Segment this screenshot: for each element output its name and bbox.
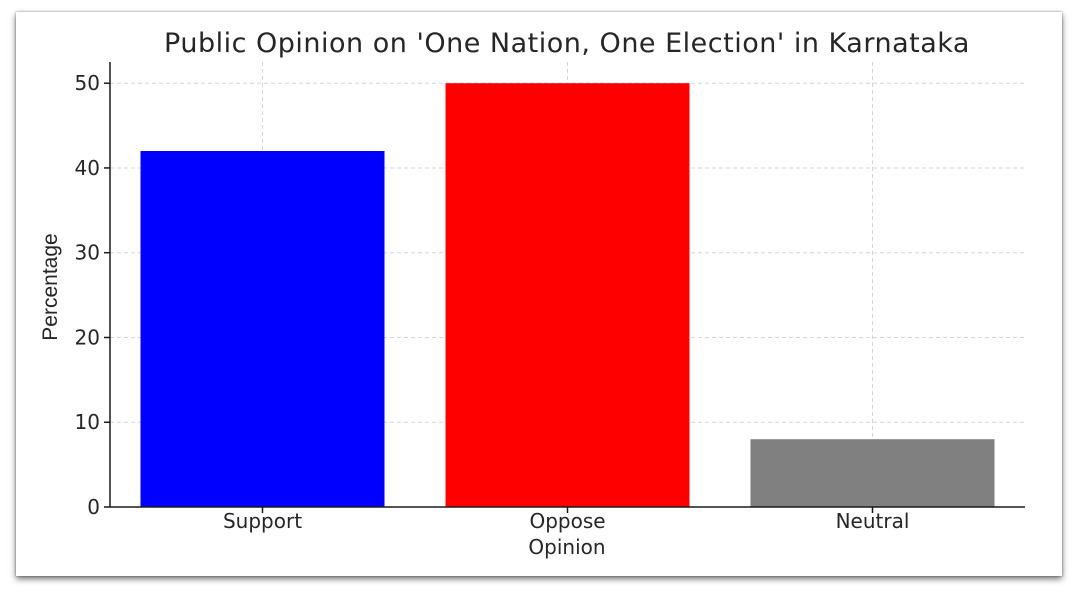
x-tick-label: Neutral [836,509,910,533]
y-tick-label: 30 [75,241,100,265]
x-tick-label: Oppose [529,509,605,533]
y-tick-label: 0 [87,495,100,519]
y-tick-label: 40 [75,156,100,180]
y-tick-label: 20 [75,325,100,349]
x-tick-label: Support [223,509,302,533]
axis-layer [104,62,1025,513]
x-axis-label: Opinion [528,535,605,559]
bar-support [140,151,385,507]
category-label-layer: Support Oppose Neutral [223,509,909,533]
y-tick-label: 50 [75,71,100,95]
y-axis-label: Percentage [39,233,62,340]
y-tick-label: 10 [75,410,100,434]
bar-neutral [750,439,995,507]
chart-title: Public Opinion on 'One Nation, One Elect… [164,28,970,59]
tick-layer: 0 10 20 30 40 50 [75,71,100,519]
bar-layer [140,83,995,507]
bar-oppose [445,83,690,507]
